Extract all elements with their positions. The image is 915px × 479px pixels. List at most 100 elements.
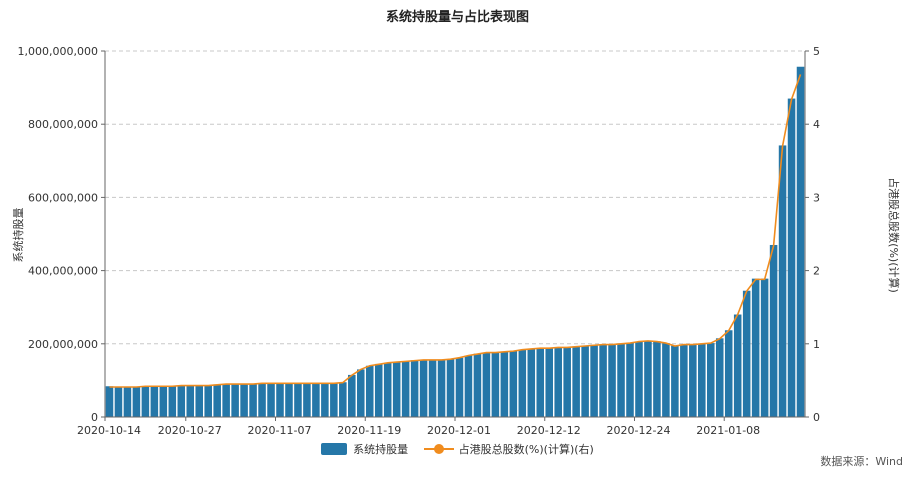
bar — [141, 386, 150, 417]
data-source: 数据来源：Wind — [820, 455, 903, 468]
bar — [132, 386, 141, 417]
bar — [760, 278, 769, 417]
bar — [374, 363, 383, 417]
bar — [222, 384, 230, 417]
bar — [590, 344, 598, 417]
bar — [653, 341, 661, 417]
bar — [742, 290, 751, 417]
axes: 0 200,000,000 400,000,000 600,000,000 800,00… — [18, 45, 820, 437]
bar — [509, 350, 518, 417]
y2-tick-label: 1 — [813, 338, 820, 351]
y2-axis-label: 占港股总股数(%)(计算) — [887, 177, 901, 293]
bar — [536, 348, 545, 417]
bar — [186, 385, 195, 417]
bar — [473, 353, 482, 417]
bar — [365, 365, 374, 417]
grid-lines — [105, 50, 805, 345]
bar — [446, 359, 455, 417]
chart-title: 系统持股量与占比表现图 — [385, 10, 529, 25]
bar — [500, 351, 509, 417]
bar — [410, 360, 419, 417]
bar — [751, 278, 760, 417]
bar — [545, 347, 553, 417]
bar — [599, 344, 607, 417]
bar — [312, 383, 320, 417]
legend-swatch-line — [423, 443, 454, 455]
bar — [276, 383, 284, 417]
x-tick-label: 2021-01-08 — [696, 424, 760, 437]
bar — [357, 369, 365, 417]
bar — [348, 374, 356, 417]
y2-tick-label: 2 — [813, 265, 820, 278]
bar — [123, 386, 132, 417]
bar — [689, 344, 697, 417]
bar — [195, 385, 203, 417]
y-tick-label: 400,000,000 — [28, 265, 98, 278]
bar — [401, 361, 410, 417]
bar — [105, 386, 114, 417]
x-tick-label: 2020-12-24 — [607, 424, 671, 437]
y2-tick-label: 4 — [813, 118, 820, 131]
bar — [249, 383, 257, 417]
bar — [267, 383, 275, 417]
x-tick-label: 2020-12-01 — [427, 424, 491, 437]
y2-tick-label: 5 — [813, 45, 820, 58]
bar — [491, 352, 500, 417]
y-axis-label: 系统持股量 — [11, 208, 25, 263]
bar — [231, 384, 239, 417]
bar — [392, 362, 401, 417]
legend-item-line[interactable]: 占港股总股数(%)(计算)(右) — [423, 441, 594, 457]
y2-tick-label: 3 — [813, 191, 820, 204]
bar — [339, 382, 347, 417]
bar — [213, 384, 221, 417]
y-tick-label: 0 — [91, 411, 98, 424]
bar — [608, 344, 616, 417]
line-series — [109, 74, 802, 388]
bar — [159, 386, 168, 417]
legend: 系统持股量 占港股总股数(%)(计算)(右) — [0, 441, 915, 458]
bar — [482, 352, 491, 417]
y-tick-label: 600,000,000 — [28, 191, 98, 204]
y-tick-label: 800,000,000 — [28, 118, 98, 131]
bar-series — [105, 66, 805, 418]
bar — [285, 383, 293, 417]
y2-tick-label: 0 — [813, 411, 820, 424]
bar — [563, 347, 571, 417]
bar — [303, 382, 311, 417]
bar — [330, 382, 338, 417]
bar — [617, 343, 625, 417]
line-path — [109, 74, 802, 388]
x-tick-label: 2020-12-12 — [517, 424, 581, 437]
bar — [554, 347, 562, 417]
bar — [168, 385, 177, 417]
bar — [715, 338, 724, 417]
bar — [321, 383, 329, 417]
x-tick-label: 2020-11-07 — [248, 424, 312, 437]
bar — [114, 386, 123, 417]
bar — [419, 359, 428, 417]
bar — [518, 349, 527, 417]
bar — [778, 145, 787, 417]
bar — [177, 385, 186, 417]
bar — [769, 244, 778, 417]
bar — [707, 343, 715, 417]
bar — [626, 342, 634, 417]
bar — [635, 341, 643, 417]
bar — [572, 346, 580, 417]
legend-label-bars: 系统持股量 — [353, 443, 409, 456]
bar — [787, 98, 796, 417]
bar — [204, 385, 212, 417]
bar — [680, 344, 688, 417]
bar — [733, 314, 742, 417]
bar — [662, 343, 670, 417]
bar — [464, 355, 473, 417]
bar — [383, 362, 392, 417]
legend-item-bars[interactable]: 系统持股量 — [321, 441, 408, 457]
x-tick-label: 2020-10-27 — [158, 424, 222, 437]
bar — [581, 345, 589, 417]
bar — [698, 343, 706, 417]
bar — [644, 340, 652, 417]
bar — [527, 348, 536, 417]
x-tick-label: 2020-10-14 — [77, 424, 141, 437]
